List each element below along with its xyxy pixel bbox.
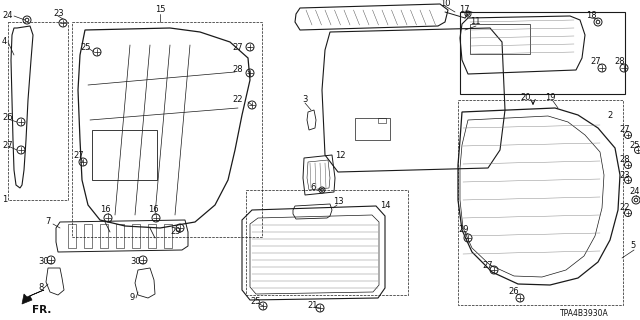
Text: 27: 27 bbox=[482, 260, 493, 269]
Text: 25: 25 bbox=[250, 298, 260, 307]
Text: 28: 28 bbox=[614, 58, 625, 67]
Bar bbox=[116, 224, 124, 248]
Bar bbox=[164, 224, 172, 248]
Text: 28: 28 bbox=[619, 156, 630, 164]
Text: 17: 17 bbox=[459, 5, 470, 14]
Text: 21: 21 bbox=[307, 301, 317, 310]
Bar bbox=[355, 118, 390, 140]
Text: 24: 24 bbox=[2, 11, 13, 20]
Text: 24: 24 bbox=[629, 188, 639, 196]
Text: 9: 9 bbox=[130, 293, 135, 302]
Text: 12: 12 bbox=[335, 150, 346, 159]
Text: FR.: FR. bbox=[32, 305, 51, 315]
Text: 29: 29 bbox=[170, 228, 180, 236]
Text: 28: 28 bbox=[232, 66, 243, 75]
Bar bbox=[68, 224, 76, 248]
Text: 20: 20 bbox=[520, 93, 531, 102]
Text: 2: 2 bbox=[607, 110, 612, 119]
Text: 5: 5 bbox=[630, 241, 636, 250]
Text: 29: 29 bbox=[458, 226, 468, 235]
Text: 11: 11 bbox=[470, 18, 481, 27]
Bar bbox=[84, 224, 92, 248]
Text: 13: 13 bbox=[333, 197, 344, 206]
Text: 19: 19 bbox=[545, 93, 556, 102]
Text: 8: 8 bbox=[38, 284, 44, 292]
Bar bbox=[470, 24, 530, 54]
Text: 27: 27 bbox=[2, 140, 13, 149]
Text: 18: 18 bbox=[586, 12, 596, 20]
Bar bbox=[460, 12, 625, 94]
Text: 1: 1 bbox=[2, 196, 7, 204]
Text: 27: 27 bbox=[619, 125, 630, 134]
Text: 26: 26 bbox=[2, 114, 13, 123]
Text: 25: 25 bbox=[80, 43, 90, 52]
Bar bbox=[148, 224, 156, 248]
Bar bbox=[72, 22, 262, 237]
Bar bbox=[92, 130, 157, 180]
Text: 30: 30 bbox=[38, 258, 49, 267]
Text: 27: 27 bbox=[73, 150, 84, 159]
Text: 3: 3 bbox=[302, 95, 307, 105]
Text: 22: 22 bbox=[619, 204, 630, 212]
Text: 22: 22 bbox=[232, 95, 243, 105]
Text: 14: 14 bbox=[380, 201, 390, 210]
Text: 10: 10 bbox=[440, 0, 451, 9]
Text: 27: 27 bbox=[590, 58, 600, 67]
Text: 16: 16 bbox=[148, 205, 159, 214]
Bar bbox=[246, 190, 408, 295]
Text: 25: 25 bbox=[629, 140, 639, 149]
Bar bbox=[100, 224, 108, 248]
Text: 15: 15 bbox=[155, 5, 166, 14]
Text: 7: 7 bbox=[45, 218, 51, 227]
Text: 16: 16 bbox=[100, 205, 111, 214]
Bar bbox=[132, 224, 140, 248]
Text: 4: 4 bbox=[2, 37, 7, 46]
Text: 26: 26 bbox=[508, 287, 518, 297]
Text: TPA4B3930A: TPA4B3930A bbox=[560, 309, 609, 318]
Text: 23: 23 bbox=[619, 171, 630, 180]
Bar bbox=[8, 22, 68, 200]
Text: 23: 23 bbox=[53, 9, 63, 18]
Polygon shape bbox=[22, 290, 44, 304]
Bar bbox=[458, 100, 623, 305]
Text: 6: 6 bbox=[310, 183, 316, 193]
Text: 27: 27 bbox=[232, 43, 243, 52]
Text: 30: 30 bbox=[130, 258, 141, 267]
Bar bbox=[378, 118, 386, 123]
